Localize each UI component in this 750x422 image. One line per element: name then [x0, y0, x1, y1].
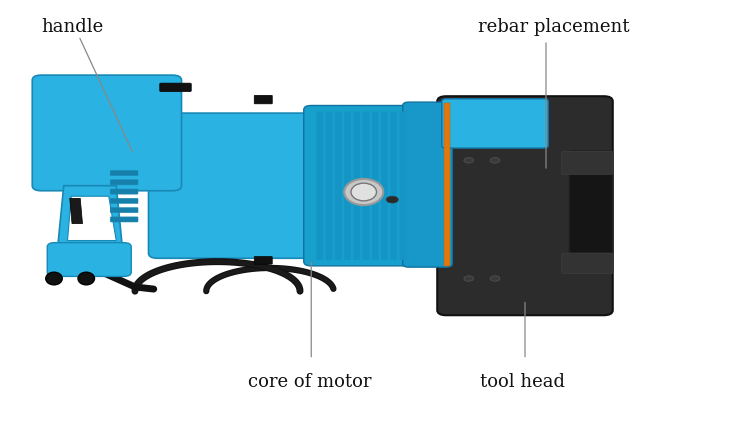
Polygon shape	[444, 103, 450, 266]
FancyBboxPatch shape	[353, 111, 360, 260]
Text: rebar placement: rebar placement	[478, 19, 630, 36]
FancyBboxPatch shape	[316, 111, 323, 260]
FancyBboxPatch shape	[562, 151, 613, 174]
Ellipse shape	[351, 183, 376, 201]
FancyBboxPatch shape	[569, 151, 613, 271]
Circle shape	[464, 157, 474, 163]
FancyBboxPatch shape	[562, 253, 613, 273]
FancyBboxPatch shape	[254, 257, 272, 264]
FancyBboxPatch shape	[47, 243, 131, 276]
Polygon shape	[56, 186, 124, 262]
Ellipse shape	[78, 272, 94, 285]
FancyBboxPatch shape	[110, 198, 138, 203]
Polygon shape	[68, 196, 116, 241]
FancyBboxPatch shape	[437, 96, 613, 315]
Text: tool head: tool head	[480, 373, 565, 391]
FancyBboxPatch shape	[110, 189, 138, 194]
FancyBboxPatch shape	[160, 83, 191, 92]
Text: core of motor: core of motor	[248, 373, 371, 391]
FancyBboxPatch shape	[32, 75, 182, 191]
Circle shape	[464, 276, 474, 281]
FancyBboxPatch shape	[304, 106, 420, 266]
FancyBboxPatch shape	[381, 111, 388, 260]
FancyBboxPatch shape	[390, 111, 397, 260]
Polygon shape	[70, 198, 82, 224]
Circle shape	[490, 157, 500, 163]
Ellipse shape	[344, 179, 383, 205]
Text: handle: handle	[41, 19, 104, 36]
FancyBboxPatch shape	[335, 111, 342, 260]
FancyBboxPatch shape	[148, 113, 436, 258]
FancyBboxPatch shape	[363, 111, 369, 260]
Ellipse shape	[46, 272, 62, 285]
FancyBboxPatch shape	[110, 180, 138, 185]
FancyBboxPatch shape	[110, 170, 138, 176]
FancyBboxPatch shape	[110, 208, 138, 213]
FancyBboxPatch shape	[344, 111, 351, 260]
Circle shape	[386, 196, 398, 203]
FancyBboxPatch shape	[254, 95, 272, 104]
FancyBboxPatch shape	[372, 111, 379, 260]
FancyBboxPatch shape	[442, 99, 548, 148]
FancyBboxPatch shape	[110, 217, 138, 222]
FancyBboxPatch shape	[403, 102, 452, 267]
FancyBboxPatch shape	[400, 111, 406, 260]
Circle shape	[490, 276, 500, 281]
FancyBboxPatch shape	[326, 111, 332, 260]
